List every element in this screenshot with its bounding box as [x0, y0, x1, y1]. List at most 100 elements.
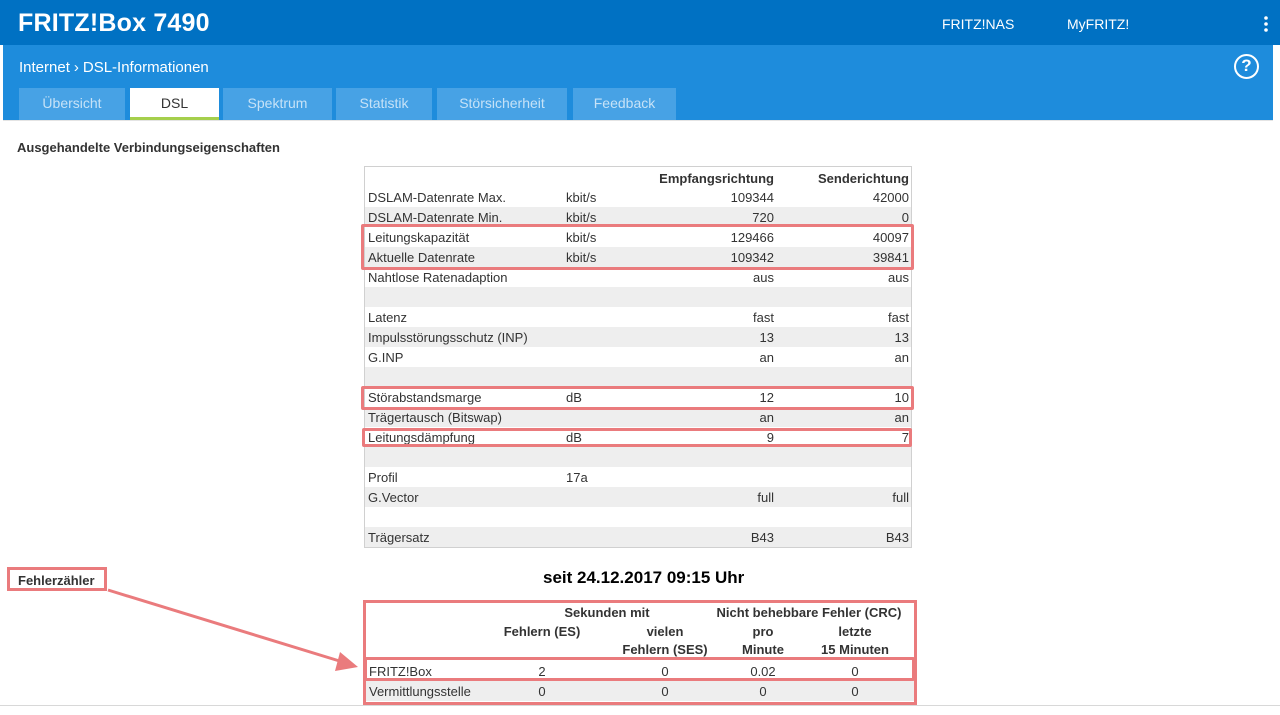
property-label: Impulsstörungsschutz (INP)	[368, 330, 528, 345]
property-send: B43	[885, 530, 909, 545]
brand-title[interactable]: FRITZ!Box 7490	[18, 9, 210, 37]
property-send: 39841	[872, 250, 909, 265]
property-receive: 109344	[730, 190, 774, 205]
tab-feedback[interactable]: Feedback	[573, 88, 676, 120]
tab-spektrum[interactable]: Spektrum	[223, 88, 332, 120]
error-counter-label: Fehlerzähler	[18, 573, 95, 588]
property-unit: kbit/s	[566, 190, 597, 205]
breadcrumb: Internet › DSL-Informationen	[19, 59, 209, 76]
property-label: Nahtlose Ratenadaption	[368, 270, 508, 285]
property-label: Aktuelle Datenrate	[368, 250, 475, 265]
since-timestamp: seit 24.12.2017 09:15 Uhr	[543, 568, 745, 587]
bottom-divider	[0, 705, 1280, 706]
highlight-attenuation	[362, 428, 912, 447]
row-ses: 0	[661, 684, 669, 699]
table-row: FRITZ!Box 2 0 0.02 0	[366, 661, 914, 681]
property-unit: kbit/s	[566, 250, 597, 265]
table-row: Leitungskapazität kbit/s 129466 40097	[365, 227, 911, 247]
myfritz-link[interactable]: MyFRITZ!	[1067, 16, 1130, 32]
col-ses-header-2: Fehlern (SES)	[622, 642, 708, 657]
highlight-capacity-datarate	[361, 224, 914, 270]
property-label: DSLAM-Datenrate Min.	[368, 210, 503, 225]
row-es: 2	[538, 664, 546, 679]
table-row: Profil 17a	[365, 467, 911, 487]
property-send: 42000	[872, 190, 909, 205]
property-label: Störabstandsmarge	[368, 390, 482, 405]
kebab-menu-icon[interactable]	[1262, 15, 1270, 33]
table-row	[365, 287, 911, 307]
col-last15-header-2: 15 Minuten	[821, 642, 889, 657]
fritz-nas-link[interactable]: FRITZ!NAS	[942, 16, 1015, 32]
table-row: Störabstandsmarge dB 12 10	[365, 387, 911, 407]
property-receive: full	[757, 490, 774, 505]
table-row: Aktuelle Datenrate kbit/s 109342 39841	[365, 247, 911, 267]
tab-statistik[interactable]: Statistik	[336, 88, 432, 120]
row-per-minute: 0	[759, 684, 767, 699]
row-ses: 0	[661, 664, 669, 679]
property-receive: an	[759, 350, 774, 365]
property-send: 7	[901, 430, 909, 445]
top-bar: FRITZ!Box 7490 FRITZ!NAS MyFRITZ!	[0, 0, 1280, 45]
col-es-header: Fehlern (ES)	[503, 624, 581, 639]
property-receive: 12	[759, 390, 774, 405]
table-row: G.INP an an	[365, 347, 911, 367]
property-label: Trägertausch (Bitswap)	[368, 410, 502, 425]
property-send: an	[894, 410, 909, 425]
help-icon[interactable]: ?	[1234, 54, 1259, 79]
table-row	[365, 367, 911, 387]
property-receive: B43	[750, 530, 774, 545]
table-row: Leitungsdämpfung dB 9 7	[365, 427, 911, 447]
property-receive: 9	[766, 430, 774, 445]
property-receive: 109342	[730, 250, 774, 265]
breadcrumb-current: DSL-Informationen	[82, 59, 209, 76]
property-send: full	[892, 490, 909, 505]
row-per-minute: 0.02	[750, 664, 776, 679]
table-row: Nahtlose Ratenadaption aus aus	[365, 267, 911, 287]
table-row: Vermittlungsstelle 0 0 0 0	[366, 681, 914, 701]
property-unit: dB	[566, 430, 582, 445]
property-receive: 129466	[730, 230, 774, 245]
tab-dsl[interactable]: DSL	[130, 88, 219, 120]
property-receive: fast	[753, 310, 774, 325]
row-last15: 0	[851, 684, 859, 699]
property-send: aus	[888, 270, 909, 285]
property-send: 0	[901, 210, 909, 225]
property-receive: 13	[759, 330, 774, 345]
table-row	[365, 507, 911, 527]
tab-uebersicht[interactable]: Übersicht	[19, 88, 125, 120]
header-send: Senderichtung	[817, 171, 909, 186]
col-ses-header-1: vielen	[646, 624, 684, 639]
property-unit: 17a	[566, 470, 588, 485]
error-counter-label-box: Fehlerzähler	[7, 567, 107, 591]
table-row: G.Vector full full	[365, 487, 911, 507]
table-row: Trägersatz B43 B43	[365, 527, 911, 547]
header-receive: Empfangsrichtung	[659, 171, 774, 186]
col-per-minute-header-2: Minute	[742, 642, 784, 657]
property-send: 10	[894, 390, 909, 405]
error-counter-table: Sekunden mit Nicht behebbare Fehler (CRC…	[363, 600, 917, 705]
chevron-right-icon: ›	[73, 59, 79, 76]
tab-stoersicherheit[interactable]: Störsicherheit	[437, 88, 567, 120]
property-label: Leitungskapazität	[368, 230, 470, 245]
property-unit: kbit/s	[566, 210, 597, 225]
col-last15-header-1: letzte	[838, 624, 872, 639]
row-last15: 0	[851, 664, 859, 679]
table-row: Trägertausch (Bitswap) an an	[365, 407, 911, 427]
row-label: Vermittlungsstelle	[369, 684, 471, 699]
property-send: fast	[888, 310, 909, 325]
property-receive: 720	[752, 210, 774, 225]
property-unit: kbit/s	[566, 230, 597, 245]
property-send: 13	[894, 330, 909, 345]
property-send: 40097	[872, 230, 909, 245]
group-crc-header: Nicht behebbare Fehler (CRC)	[716, 605, 902, 620]
property-label: Profil	[368, 470, 398, 485]
property-unit: dB	[566, 390, 582, 405]
table-row: Latenz fast fast	[365, 307, 911, 327]
table-header: Empfangsrichtung Senderichtung	[365, 167, 911, 187]
property-label: Leitungsdämpfung	[368, 430, 475, 445]
table-row: DSLAM-Datenrate Min. kbit/s 720 0	[365, 207, 911, 227]
property-receive: an	[759, 410, 774, 425]
breadcrumb-internet[interactable]: Internet	[19, 59, 70, 76]
section-title: Ausgehandelte Verbindungseigenschaften	[17, 140, 280, 155]
highlight-snr-margin	[361, 386, 914, 410]
